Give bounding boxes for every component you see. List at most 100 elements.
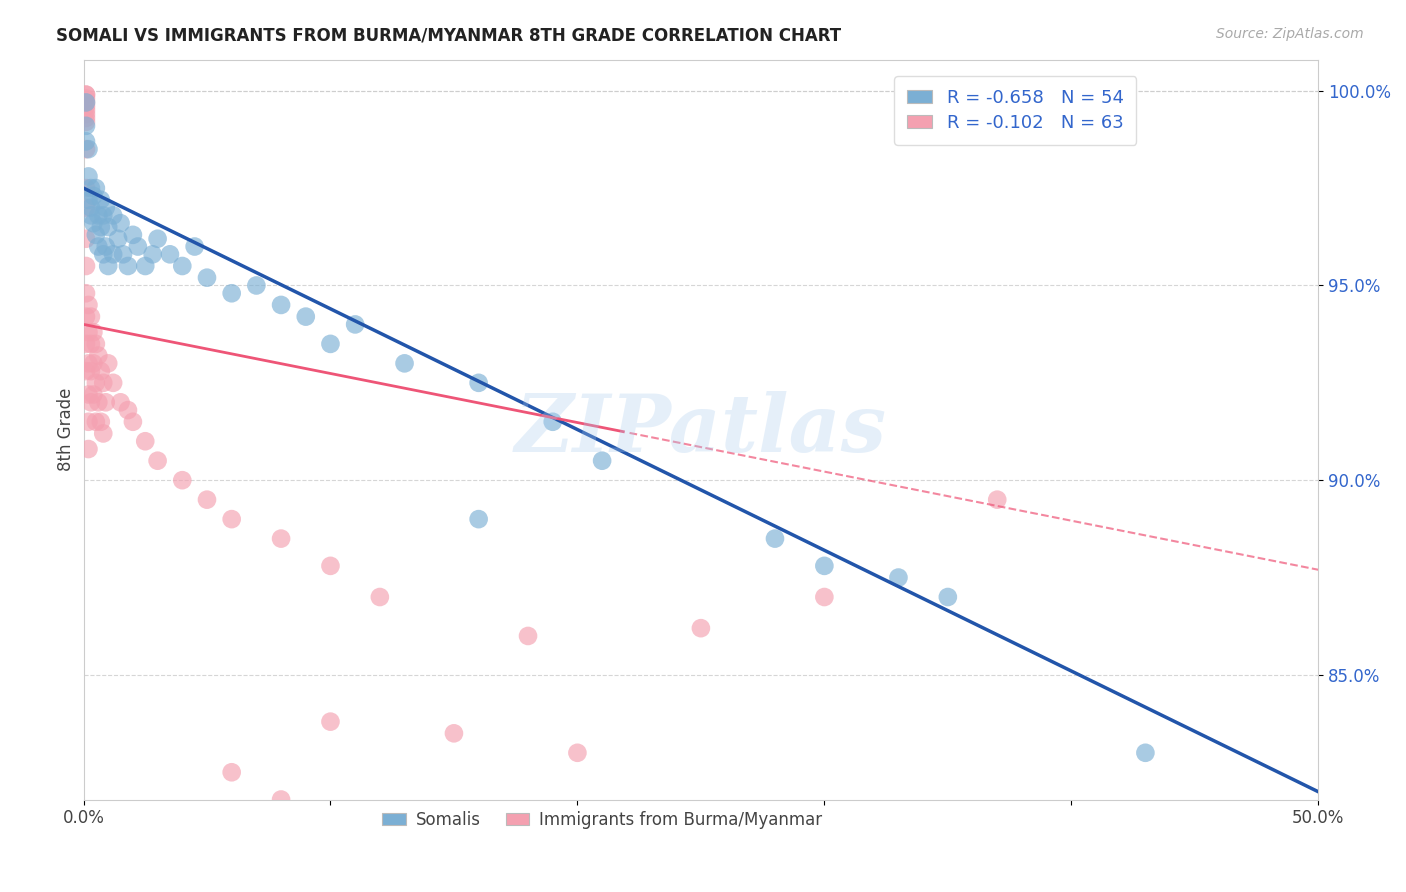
Point — [75, 181, 97, 195]
Point — [75, 310, 97, 324]
Point — [97, 259, 120, 273]
Point — [90, 220, 112, 235]
Point — [75, 119, 97, 133]
Point — [936, 590, 959, 604]
Point — [77, 415, 100, 429]
Point — [75, 134, 97, 148]
Point — [75, 364, 97, 378]
Point — [221, 765, 243, 780]
Point — [195, 270, 218, 285]
Point — [80, 395, 103, 409]
Point — [75, 107, 97, 121]
Point — [344, 318, 367, 332]
Point — [122, 415, 145, 429]
Point — [75, 111, 97, 125]
Point — [813, 558, 835, 573]
Point — [122, 227, 145, 242]
Point — [690, 621, 713, 635]
Point — [82, 216, 104, 230]
Point — [319, 558, 342, 573]
Point — [84, 227, 107, 242]
Point — [84, 337, 107, 351]
Point — [87, 395, 110, 409]
Point — [77, 387, 100, 401]
Point — [591, 453, 613, 467]
Point — [87, 349, 110, 363]
Point — [146, 232, 169, 246]
Point — [117, 259, 139, 273]
Point — [467, 512, 489, 526]
Point — [75, 95, 97, 110]
Point — [75, 91, 97, 105]
Point — [91, 426, 114, 441]
Point — [80, 208, 103, 222]
Point — [90, 415, 112, 429]
Point — [75, 95, 97, 110]
Point — [80, 201, 103, 215]
Point — [443, 726, 465, 740]
Point — [75, 286, 97, 301]
Point — [146, 453, 169, 467]
Point — [84, 181, 107, 195]
Point — [101, 208, 124, 222]
Point — [82, 356, 104, 370]
Point — [270, 792, 292, 806]
Point — [319, 714, 342, 729]
Point — [195, 492, 218, 507]
Point — [117, 403, 139, 417]
Point — [97, 356, 120, 370]
Point — [101, 376, 124, 390]
Point — [541, 415, 564, 429]
Point — [87, 239, 110, 253]
Point — [77, 298, 100, 312]
Point — [368, 590, 391, 604]
Point — [80, 181, 103, 195]
Point — [245, 278, 267, 293]
Point — [77, 193, 100, 207]
Point — [75, 115, 97, 129]
Point — [75, 232, 97, 246]
Point — [294, 310, 316, 324]
Point — [567, 746, 589, 760]
Point — [91, 376, 114, 390]
Legend: Somalis, Immigrants from Burma/Myanmar: Somalis, Immigrants from Burma/Myanmar — [375, 805, 828, 836]
Point — [82, 189, 104, 203]
Point — [90, 193, 112, 207]
Text: Source: ZipAtlas.com: Source: ZipAtlas.com — [1216, 27, 1364, 41]
Text: SOMALI VS IMMIGRANTS FROM BURMA/MYANMAR 8TH GRADE CORRELATION CHART: SOMALI VS IMMIGRANTS FROM BURMA/MYANMAR … — [56, 27, 841, 45]
Point — [91, 208, 114, 222]
Point — [94, 239, 117, 253]
Point — [90, 364, 112, 378]
Point — [394, 356, 416, 370]
Point — [75, 87, 97, 102]
Point — [813, 590, 835, 604]
Point — [172, 473, 194, 487]
Point — [887, 570, 910, 584]
Point — [84, 376, 107, 390]
Point — [221, 286, 243, 301]
Point — [270, 532, 292, 546]
Point — [75, 142, 97, 156]
Point — [75, 201, 97, 215]
Point — [80, 364, 103, 378]
Point — [159, 247, 181, 261]
Point — [82, 387, 104, 401]
Point — [97, 220, 120, 235]
Point — [110, 216, 132, 230]
Point — [986, 492, 1008, 507]
Point — [77, 356, 100, 370]
Point — [134, 259, 156, 273]
Point — [77, 325, 100, 339]
Point — [467, 376, 489, 390]
Point — [221, 512, 243, 526]
Point — [80, 310, 103, 324]
Point — [77, 142, 100, 156]
Point — [107, 232, 129, 246]
Point — [91, 247, 114, 261]
Point — [75, 87, 97, 102]
Point — [82, 325, 104, 339]
Point — [183, 239, 205, 253]
Point — [75, 259, 97, 273]
Point — [87, 208, 110, 222]
Y-axis label: 8th Grade: 8th Grade — [58, 388, 75, 471]
